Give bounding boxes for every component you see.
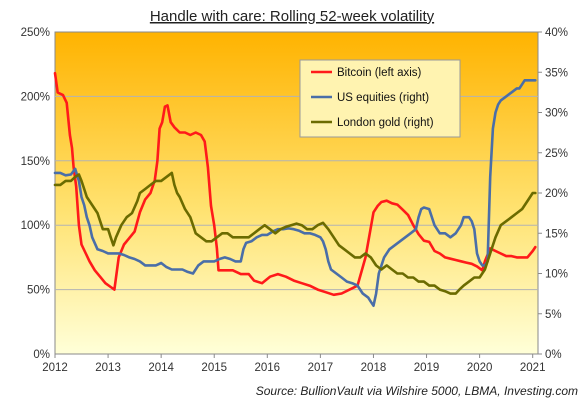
right-tick-label: 30% xyxy=(545,108,568,120)
legend-label-bitcoin: Bitcoin (left axis) xyxy=(337,67,422,79)
source-note: Source: BullionVault via Wilshire 5000, … xyxy=(256,384,578,398)
left-tick-label: 250% xyxy=(21,27,50,39)
x-tick-label: 2017 xyxy=(308,362,334,374)
x-axis: 2012 2013 2014 2015 2016 2017 2018 2019 2020 2021 xyxy=(42,354,545,374)
right-tick-label: 15% xyxy=(545,228,568,240)
x-tick-label: 2015 xyxy=(201,362,227,374)
legend-label-us-equities: US equities (right) xyxy=(337,92,429,104)
x-tick-label: 2020 xyxy=(467,362,493,374)
x-tick-label: 2014 xyxy=(148,362,174,374)
legend: Bitcoin (left axis) US equities (right) … xyxy=(299,59,461,138)
x-tick-label: 2016 xyxy=(255,362,281,374)
series-line-london-2 xyxy=(53,171,537,295)
right-tick-label: 20% xyxy=(545,188,568,200)
x-tick-label: 2019 xyxy=(414,362,440,374)
series-line-bitcoin-0 xyxy=(53,71,537,297)
left-tick-label: 0% xyxy=(33,349,50,361)
right-tick-label: 5% xyxy=(545,309,562,321)
chart-title: Handle with care: Rolling 52-week volati… xyxy=(150,8,435,25)
x-tick-label: 2013 xyxy=(95,362,121,374)
right-axis: 0% 5% 10% 15% 20% 25% 30% 35% 40% xyxy=(538,27,568,361)
x-tick-label: 2012 xyxy=(42,362,68,374)
right-tick-label: 0% xyxy=(545,349,562,361)
plot-background xyxy=(54,31,539,355)
x-tick-label: 2018 xyxy=(361,362,387,374)
series-lines xyxy=(53,71,537,308)
left-tick-label: 150% xyxy=(21,156,50,168)
x-tick-label: 2021 xyxy=(520,362,546,374)
right-tick-label: 35% xyxy=(545,67,568,79)
right-tick-label: 10% xyxy=(545,269,568,281)
right-tick-label: 40% xyxy=(545,27,568,39)
legend-label-london-gold: London gold (right) xyxy=(337,117,434,129)
left-tick-label: 200% xyxy=(21,91,50,103)
right-tick-label: 25% xyxy=(545,148,568,160)
left-axis: 0% 50% 100% 150% 200% 250% xyxy=(21,27,50,361)
series-line-us-1 xyxy=(53,79,537,308)
left-tick-label: 100% xyxy=(21,220,50,232)
left-tick-label: 50% xyxy=(27,285,50,297)
